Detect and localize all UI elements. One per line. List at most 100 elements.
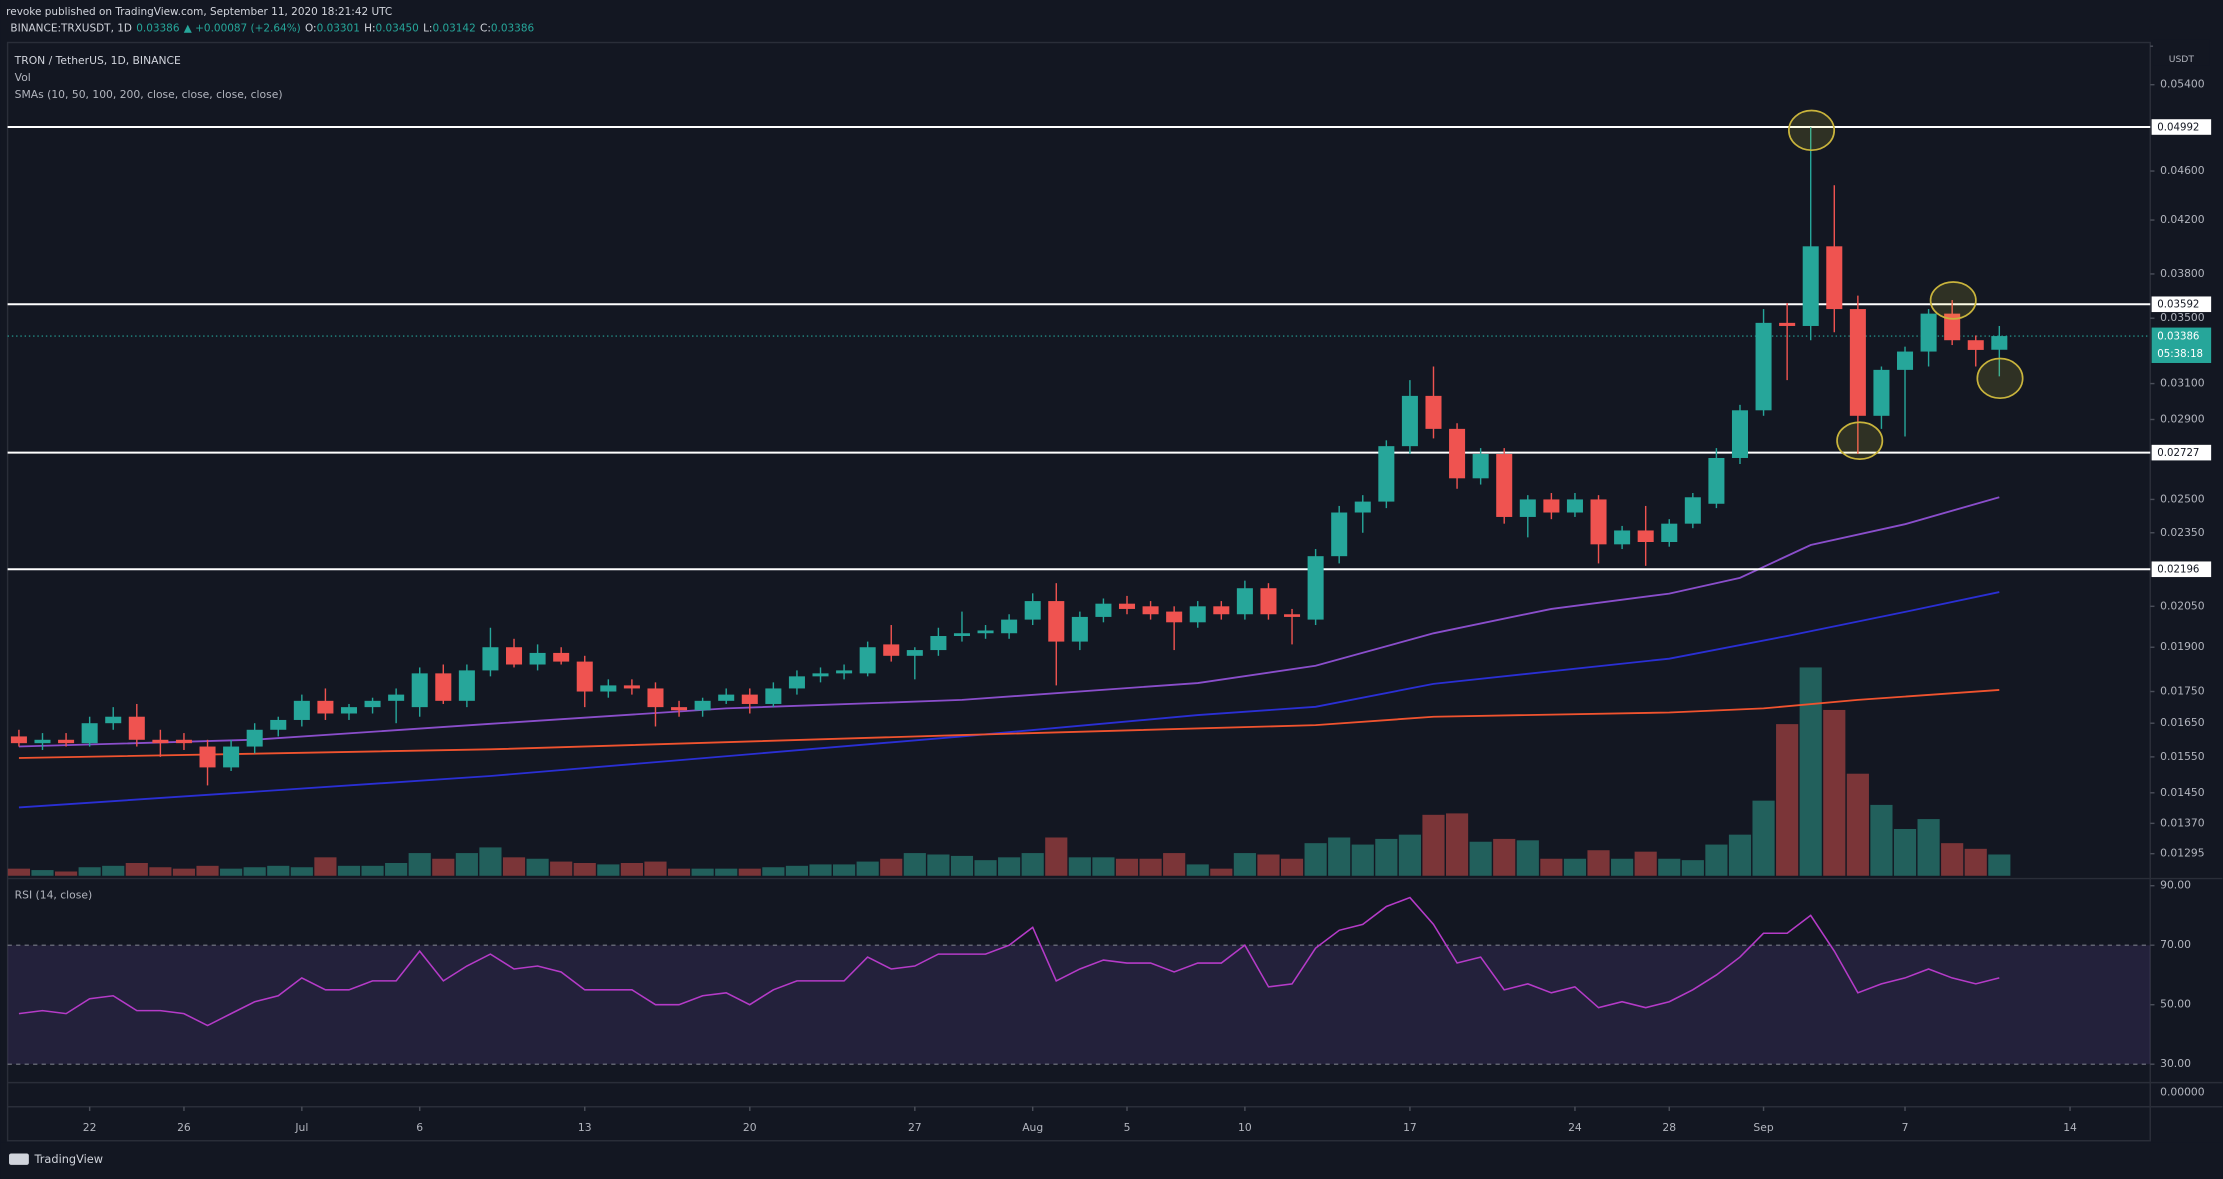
candle-body xyxy=(553,652,570,662)
candle-body xyxy=(812,673,829,677)
candle-body xyxy=(81,723,98,744)
candle-body xyxy=(1354,501,1371,513)
volume-bar xyxy=(1776,724,1799,876)
last-price-label: 0.03386 xyxy=(2157,331,2199,342)
volume-bar xyxy=(738,868,761,876)
candle-body xyxy=(435,673,452,701)
volume-bar xyxy=(1469,841,1492,876)
candle-body xyxy=(388,694,405,701)
candle-body xyxy=(1236,588,1253,615)
volume-bar xyxy=(196,865,219,876)
y-tick-label: 0.04600 xyxy=(2160,164,2205,177)
volume-bar xyxy=(408,853,431,876)
candle-body xyxy=(223,746,240,768)
candle-body xyxy=(836,670,853,674)
candle-body xyxy=(694,700,711,711)
volume-bar xyxy=(1398,834,1421,876)
candle-body xyxy=(1307,556,1324,620)
volume-bar xyxy=(1375,838,1398,876)
level-label-box xyxy=(2151,561,2212,578)
candle-body xyxy=(977,630,994,634)
volume-bar xyxy=(432,858,455,876)
volume-bar xyxy=(7,868,31,876)
x-tick-label: 7 xyxy=(1902,1121,1909,1134)
volume-bar xyxy=(691,868,714,876)
highlight-circle xyxy=(1976,357,2024,400)
volume-bar xyxy=(1823,709,1846,876)
volume-bar xyxy=(1516,840,1539,876)
volume-bar xyxy=(1941,843,1964,876)
volume-bar xyxy=(644,861,667,876)
candle-body xyxy=(1189,606,1206,623)
chart-frame xyxy=(6,41,2151,1142)
symbol-line: BINANCE:TRXUSDT, 1D 0.03386 ▲ +0.00087 (+2… xyxy=(10,22,534,34)
y-tick-label: 0.01370 xyxy=(2160,816,2205,829)
candle-body xyxy=(623,685,640,689)
pane-label: 0.00000 xyxy=(2160,1086,2205,1099)
candle-body xyxy=(1826,246,1843,310)
price: 0.03386 xyxy=(136,22,179,34)
volume-bar xyxy=(267,865,290,876)
ohlc-key: C: xyxy=(480,22,491,34)
candle-body xyxy=(765,688,782,704)
candle-body xyxy=(741,694,758,704)
candle-body xyxy=(364,700,381,708)
volume-bar xyxy=(1634,851,1657,876)
candle-body xyxy=(1142,606,1159,615)
volume-bar xyxy=(1752,800,1775,876)
y-tick-label: 0.02350 xyxy=(2160,526,2205,539)
candle-body xyxy=(576,661,593,692)
rsi-title: RSI (14, close) xyxy=(15,889,92,902)
candle-body xyxy=(270,719,287,730)
candle-body xyxy=(1637,530,1654,543)
volume-bar xyxy=(1917,819,1940,876)
candle-body xyxy=(529,652,546,665)
ohlc-value: 0.03386 xyxy=(491,22,534,34)
volume-bar xyxy=(1705,844,1728,876)
volume-bar xyxy=(1351,844,1374,876)
candle-body xyxy=(411,673,428,708)
volume-bar xyxy=(1304,843,1327,876)
candle-body xyxy=(1519,499,1536,517)
candle-body xyxy=(1802,246,1819,326)
y-tick-label: 0.01750 xyxy=(2160,685,2205,698)
y-tick-label: 0.01295 xyxy=(2160,847,2204,860)
y-tick-label: 0.02900 xyxy=(2160,413,2205,426)
chart-title: TRON / TetherUS, 1D, BINANCE xyxy=(14,54,181,67)
candle-body xyxy=(718,694,735,701)
candle-body xyxy=(600,685,617,692)
candle-body xyxy=(1708,457,1725,504)
candle-body xyxy=(906,650,923,656)
price-axis: 0.058000.054000.046000.042000.038000.035… xyxy=(2150,39,2212,1070)
candle-body xyxy=(1991,336,2008,350)
volume-bar xyxy=(1563,858,1587,876)
candle-body xyxy=(1260,588,1277,615)
candle-body xyxy=(1873,369,1890,416)
candle-body xyxy=(1661,523,1678,543)
x-tick-label: 5 xyxy=(1124,1121,1131,1134)
volume-bar xyxy=(220,868,243,876)
candle-body xyxy=(1331,512,1348,557)
candle-body xyxy=(647,688,664,708)
volume-bar xyxy=(1728,834,1752,876)
candle-body xyxy=(1590,499,1607,545)
indicator-label: Vol xyxy=(15,71,31,84)
volume-bar xyxy=(1658,858,1681,876)
candle-body xyxy=(1566,499,1583,513)
volume-bar xyxy=(102,865,125,876)
candle-body xyxy=(1284,614,1301,617)
volume-bar xyxy=(172,868,196,876)
volume-bar xyxy=(550,861,573,876)
candle-body xyxy=(1920,313,1937,352)
x-tick-label: 22 xyxy=(83,1121,97,1134)
last-price-box xyxy=(2151,327,2212,363)
sma-line xyxy=(18,591,2000,809)
ohlc-value: 0.03142 xyxy=(432,22,475,34)
volume-bar xyxy=(785,865,809,876)
x-tick-label: 27 xyxy=(908,1121,922,1134)
marks: 22 26 Jul 6 13 20 27 Aug 5 10 17 24 28 Sep 7 14 xyxy=(7,126,2151,1134)
volume-bar xyxy=(1257,854,1280,876)
y-tick-label: 0.01900 xyxy=(2160,640,2205,653)
volume-bar xyxy=(1587,850,1610,876)
sma-line xyxy=(18,689,2000,759)
